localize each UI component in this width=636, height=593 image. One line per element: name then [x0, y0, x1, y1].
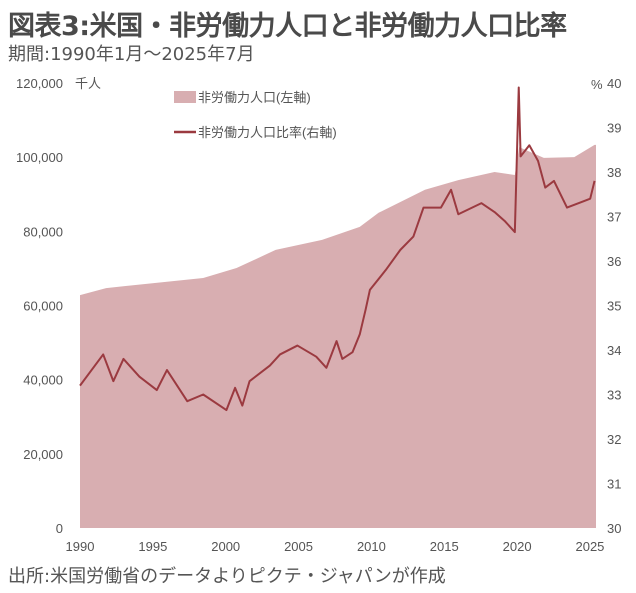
right-tick-label: 37	[607, 210, 621, 225]
population-area	[80, 144, 596, 528]
right-tick-label: 36	[607, 254, 621, 269]
right-tick-label: 32	[607, 432, 621, 447]
x-tick-label: 2025	[575, 539, 604, 554]
x-tick-label: 1995	[138, 539, 167, 554]
right-tick-label: 35	[607, 299, 621, 314]
right-tick-label: 33	[607, 388, 621, 403]
x-tick-label: 2005	[284, 539, 313, 554]
right-tick-label: 31	[607, 477, 621, 492]
left-tick-label: 100,000	[16, 150, 63, 165]
chart-subtitle: 期間:1990年1月～2025年7月	[8, 44, 255, 65]
chart-source: 出所:米国労働省のデータよりピクテ・ジャパンが作成	[8, 566, 446, 587]
right-tick-label: 39	[607, 121, 621, 136]
left-tick-label: 20,000	[23, 447, 63, 462]
x-tick-label: 2020	[503, 539, 532, 554]
x-tick-label: 2010	[357, 539, 386, 554]
left-tick-label: 80,000	[23, 224, 63, 239]
right-tick-label: 38	[607, 165, 621, 180]
legend-area-label: 非労働力人口(左軸)	[198, 90, 311, 105]
legend-area-swatch	[174, 91, 196, 103]
right-tick-label: 30	[607, 521, 621, 536]
left-tick-label: 40,000	[23, 373, 63, 388]
legend-line-label: 非労働力人口比率(右軸)	[198, 125, 337, 140]
right-axis-unit: %	[591, 77, 603, 92]
x-tick-label: 1990	[66, 539, 95, 554]
x-tick-label: 2015	[430, 539, 459, 554]
ratio-line	[79, 86, 596, 412]
left-axis-unit: 千人	[75, 76, 101, 91]
chart-title: 図表3:米国・非労働力人口と非労働力人口比率	[8, 11, 567, 42]
left-tick-label: 60,000	[23, 299, 63, 314]
left-tick-label: 120,000	[16, 76, 63, 91]
x-tick-label: 2000	[211, 539, 240, 554]
left-tick-label: 0	[56, 521, 63, 536]
right-tick-label: 40	[607, 76, 621, 91]
right-tick-label: 34	[607, 343, 621, 358]
